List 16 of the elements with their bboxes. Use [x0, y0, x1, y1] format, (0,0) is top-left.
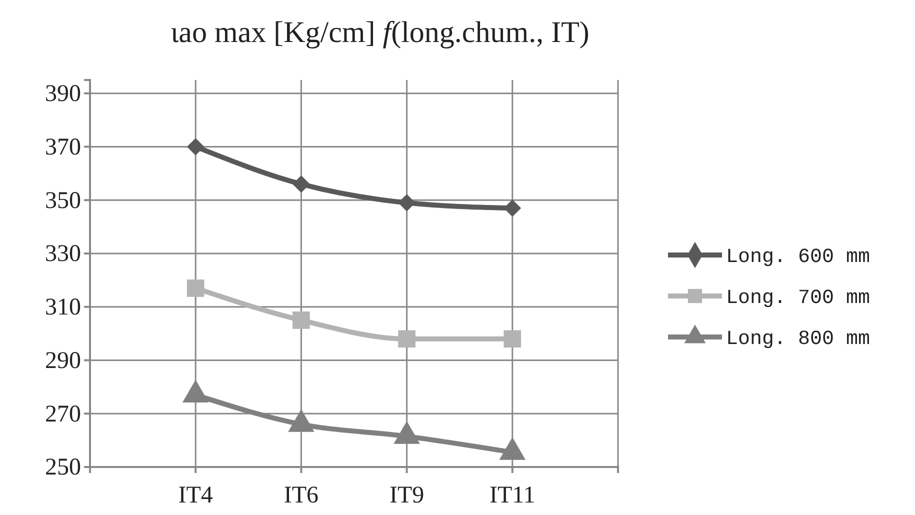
y-tick-label: 330	[45, 241, 81, 268]
x-tick-label: IT6	[284, 482, 319, 508]
legend-label: Long. 800 mm	[726, 328, 870, 351]
legend-label: Long. 600 mm	[726, 246, 870, 269]
y-tick-label: 390	[45, 81, 81, 108]
y-tick-label: 350	[45, 188, 81, 214]
y-tick-label: 310	[45, 294, 81, 321]
x-tick-label: IT9	[389, 482, 424, 508]
x-tick-label: IT11	[490, 482, 536, 508]
x-tick-label: IT4	[178, 482, 213, 508]
chart-title: ιao max [Kg/cm] f(long.chum., IT)	[170, 16, 590, 49]
y-tick-label: 370	[45, 134, 81, 160]
y-tick-label: 250	[45, 454, 81, 481]
y-tick-label: 290	[45, 348, 81, 374]
legend-label: Long. 700 mm	[726, 287, 870, 310]
y-tick-label: 270	[45, 401, 81, 428]
